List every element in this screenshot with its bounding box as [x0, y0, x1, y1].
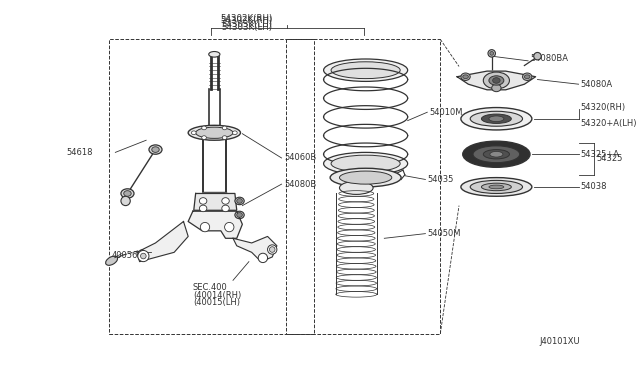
- Ellipse shape: [200, 198, 207, 204]
- Text: 54302K(RH): 54302K(RH): [221, 15, 273, 23]
- Ellipse shape: [489, 116, 504, 122]
- Ellipse shape: [461, 108, 532, 130]
- Ellipse shape: [492, 84, 501, 92]
- Ellipse shape: [152, 147, 159, 153]
- Ellipse shape: [331, 62, 400, 78]
- Ellipse shape: [481, 183, 511, 191]
- Text: 54303K(LH): 54303K(LH): [221, 23, 273, 32]
- Ellipse shape: [149, 145, 162, 154]
- Ellipse shape: [483, 72, 509, 89]
- Ellipse shape: [200, 222, 210, 232]
- Text: 54010M: 54010M: [429, 108, 463, 117]
- Ellipse shape: [483, 150, 509, 159]
- Ellipse shape: [237, 199, 243, 203]
- Ellipse shape: [470, 111, 522, 126]
- Ellipse shape: [324, 59, 408, 81]
- Ellipse shape: [121, 196, 131, 206]
- Text: 54080B: 54080B: [284, 180, 317, 189]
- Ellipse shape: [524, 75, 530, 78]
- Ellipse shape: [461, 73, 470, 80]
- Ellipse shape: [490, 151, 503, 157]
- Ellipse shape: [237, 213, 243, 217]
- Ellipse shape: [235, 197, 244, 205]
- Polygon shape: [137, 221, 188, 262]
- Ellipse shape: [232, 131, 237, 135]
- Ellipse shape: [202, 126, 206, 130]
- Ellipse shape: [534, 52, 541, 60]
- Text: 54320(RH): 54320(RH): [580, 103, 625, 112]
- Text: 54035: 54035: [428, 175, 454, 184]
- Ellipse shape: [106, 256, 118, 265]
- Ellipse shape: [331, 155, 400, 172]
- Text: (40014(RH): (40014(RH): [193, 291, 241, 299]
- Polygon shape: [188, 211, 243, 238]
- Ellipse shape: [124, 191, 131, 196]
- Ellipse shape: [489, 185, 504, 189]
- Text: 54050M: 54050M: [428, 229, 461, 238]
- Ellipse shape: [235, 211, 244, 219]
- Polygon shape: [194, 193, 237, 210]
- Text: 54080A: 54080A: [580, 80, 612, 89]
- Ellipse shape: [488, 49, 495, 57]
- Ellipse shape: [200, 205, 207, 212]
- Text: (40015(LH): (40015(LH): [193, 298, 240, 307]
- Ellipse shape: [138, 250, 149, 262]
- Text: 54320+A(LH): 54320+A(LH): [580, 119, 637, 128]
- Ellipse shape: [191, 131, 196, 135]
- Text: 54038: 54038: [580, 182, 607, 192]
- Ellipse shape: [489, 76, 504, 85]
- Text: 54325: 54325: [596, 154, 623, 163]
- Text: SEC.400: SEC.400: [193, 283, 228, 292]
- Ellipse shape: [463, 75, 468, 78]
- Bar: [286, 39, 440, 334]
- Text: J40101XU: J40101XU: [540, 337, 580, 346]
- Ellipse shape: [202, 136, 206, 140]
- Ellipse shape: [196, 127, 233, 138]
- Ellipse shape: [463, 141, 530, 167]
- Ellipse shape: [339, 181, 373, 195]
- Ellipse shape: [324, 153, 408, 175]
- Ellipse shape: [493, 78, 500, 83]
- Ellipse shape: [522, 73, 532, 80]
- Ellipse shape: [225, 222, 234, 232]
- Text: 54080BA: 54080BA: [530, 54, 568, 64]
- Ellipse shape: [188, 125, 241, 140]
- Ellipse shape: [470, 180, 522, 193]
- Ellipse shape: [490, 51, 493, 55]
- Ellipse shape: [258, 253, 268, 263]
- Text: 40056X: 40056X: [111, 251, 144, 260]
- Ellipse shape: [222, 198, 229, 204]
- Ellipse shape: [339, 171, 392, 184]
- Ellipse shape: [330, 168, 401, 187]
- Text: 54060B: 54060B: [284, 154, 317, 163]
- Text: 54618: 54618: [67, 148, 93, 157]
- Ellipse shape: [269, 247, 275, 252]
- Ellipse shape: [268, 245, 277, 254]
- Polygon shape: [233, 237, 277, 262]
- Ellipse shape: [121, 189, 134, 198]
- Text: 54303K(LH): 54303K(LH): [221, 20, 273, 29]
- Text: 54325+A: 54325+A: [580, 150, 620, 159]
- Ellipse shape: [209, 51, 220, 57]
- Ellipse shape: [222, 136, 227, 140]
- Polygon shape: [457, 71, 536, 90]
- Ellipse shape: [473, 146, 520, 163]
- Text: 54302K(RH): 54302K(RH): [221, 16, 273, 25]
- Ellipse shape: [222, 126, 227, 130]
- Ellipse shape: [461, 177, 532, 196]
- Ellipse shape: [141, 253, 146, 259]
- Ellipse shape: [481, 114, 511, 124]
- Bar: [109, 39, 314, 334]
- Ellipse shape: [222, 205, 229, 212]
